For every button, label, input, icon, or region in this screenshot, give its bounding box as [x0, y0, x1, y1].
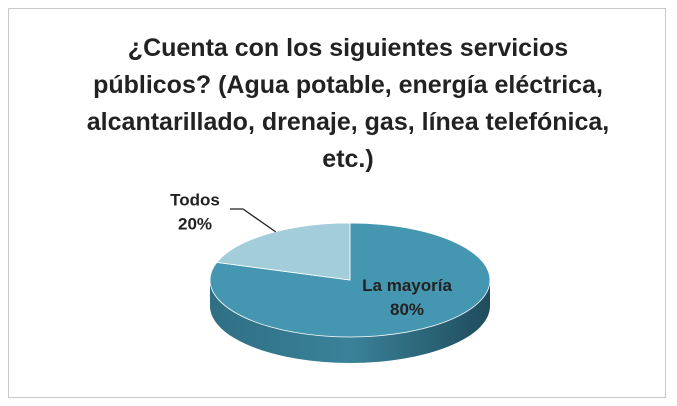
slice	[216, 222, 351, 281]
data-label-value: 80%	[390, 300, 424, 319]
chart-title: ¿Cuenta con los siguientes servicios púb…	[86, 34, 610, 173]
data-label-name: La mayoría	[362, 276, 452, 295]
frame	[8, 8, 666, 398]
leader-line	[230, 208, 277, 233]
data-label-value: 20%	[178, 214, 212, 233]
data-label-name: Todos	[170, 190, 220, 209]
slice-side	[210, 280, 490, 363]
